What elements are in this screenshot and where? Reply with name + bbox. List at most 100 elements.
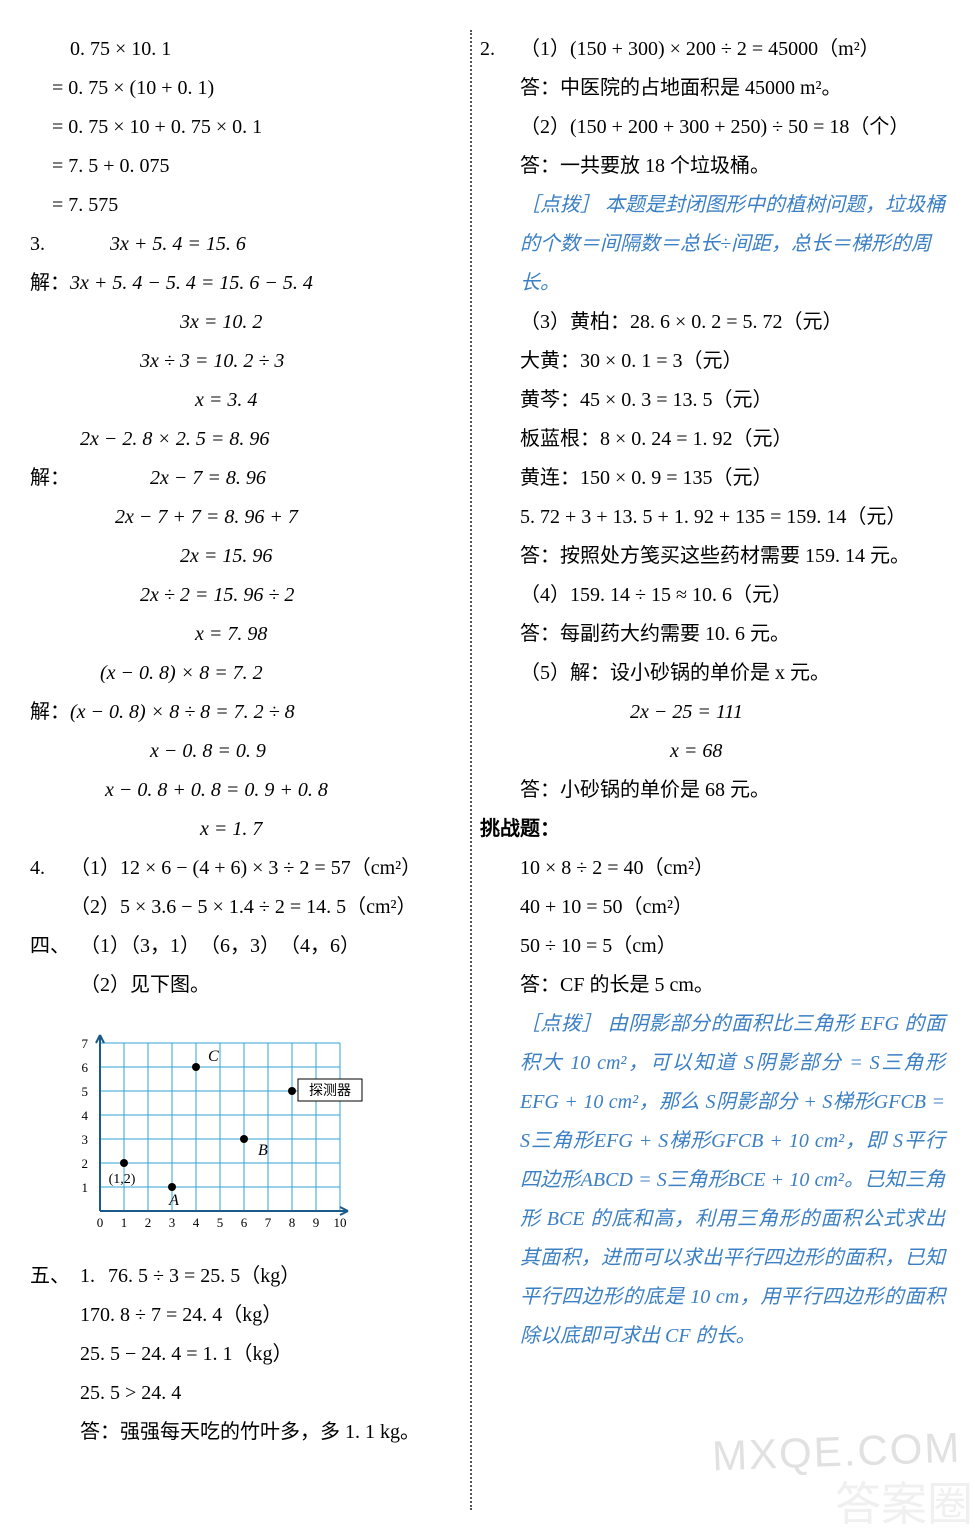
svg-text:1: 1	[121, 1215, 128, 1230]
right-column: 2. （1）(150 + 300) × 200 ÷ 2 = 45000（m²） …	[470, 0, 975, 1536]
q2-p5: （5）解：设小砂锅的单价是 x 元。	[480, 654, 945, 693]
grid-svg: 0123456789101234567ABC(1,2)探测器	[70, 1011, 370, 1241]
q3-eq2: 2x − 2. 8 × 2. 5 = 8. 96	[30, 420, 450, 459]
svg-text:10: 10	[334, 1215, 347, 1230]
q2-p3: （3）黄柏：28. 6 × 0. 2 = 5. 72（元）	[480, 303, 945, 342]
svg-text:9: 9	[313, 1215, 320, 1230]
calc-line: = 0. 75 × (10 + 0. 1)	[30, 69, 450, 108]
step: 2x ÷ 2 = 15. 96 ÷ 2	[30, 576, 450, 615]
q3-num: 3.	[30, 225, 70, 264]
sec5-num: 五、	[30, 1257, 80, 1296]
svg-text:C: C	[208, 1048, 219, 1065]
svg-text:7: 7	[82, 1036, 89, 1051]
q2-p3d: 板蓝根：8 × 0. 24 = 1. 92（元）	[480, 420, 945, 459]
q2-p3e: 黄连：150 × 0. 9 = 135（元）	[480, 459, 945, 498]
q3-eq3: (x − 0. 8) × 8 = 7. 2	[30, 654, 450, 693]
sec5-l3: 25. 5 − 24. 4 = 1. 1（kg）	[30, 1335, 450, 1374]
ch-l2: 40 + 10 = 50（cm²）	[480, 888, 945, 927]
page: 0. 75 × 10. 1 = 0. 75 × (10 + 0. 1) = 0.…	[0, 0, 975, 1536]
left-column: 0. 75 × 10. 1 = 0. 75 × (10 + 0. 1) = 0.…	[0, 0, 470, 1536]
svg-text:7: 7	[265, 1215, 272, 1230]
calc-line: 0. 75 × 10. 1	[30, 30, 450, 69]
ch-hint: ［点拨］ 由阴影部分的面积比三角形 EFG 的面积大 10 cm²，可以知道 S…	[480, 1005, 945, 1356]
q4-p2: （2）5 × 3.6 − 5 × 1.4 ÷ 2 = 14. 5（cm²）	[30, 888, 450, 927]
step: 2x − 7 + 7 = 8. 96 + 7	[30, 498, 450, 537]
sol-label: 解：	[30, 693, 70, 732]
svg-text:3: 3	[82, 1132, 89, 1147]
svg-text:1: 1	[82, 1180, 89, 1195]
q3-s1: 解： 3x + 5. 4 − 5. 4 = 15. 6 − 5. 4	[30, 264, 450, 303]
svg-text:探测器: 探测器	[309, 1083, 351, 1099]
svg-text:4: 4	[193, 1215, 200, 1230]
svg-text:3: 3	[169, 1215, 176, 1230]
sec4-p2: （2）见下图。	[30, 966, 450, 1005]
grid-figure: 0123456789101234567ABC(1,2)探测器	[70, 1011, 370, 1251]
q2-p3f: 5. 72 + 3 + 13. 5 + 1. 92 + 135 = 159. 1…	[480, 498, 945, 537]
sec5-l4: 25. 5 > 24. 4	[30, 1374, 450, 1413]
ch-l3: 50 ÷ 10 = 5（cm）	[480, 927, 945, 966]
column-divider	[470, 30, 472, 1510]
sec5-l1: 76. 5 ÷ 3 = 25. 5（kg）	[108, 1257, 450, 1296]
q3-header: 3. 3x + 5. 4 = 15. 6	[30, 225, 450, 264]
q2-p3c: 黄芩：45 × 0. 3 = 13. 5（元）	[480, 381, 945, 420]
svg-text:8: 8	[289, 1215, 296, 1230]
sol-label: 解：	[30, 459, 70, 498]
step: x − 0. 8 = 0. 9	[30, 732, 450, 771]
sec4: 四、 （1）（3，1） （6，3） （4，6）	[30, 927, 450, 966]
svg-text:2: 2	[145, 1215, 152, 1230]
q2-p1: （1）(150 + 300) × 200 ÷ 2 = 45000（m²）	[520, 30, 945, 69]
q3-s5: 解： 2x − 7 = 8. 96	[30, 459, 450, 498]
calc-line: = 0. 75 × 10 + 0. 75 × 0. 1	[30, 108, 450, 147]
hint-label: ［点拨］	[520, 1013, 602, 1035]
sec5: 五、 1. 76. 5 ÷ 3 = 25. 5（kg）	[30, 1257, 450, 1296]
q2-p2: （2）(150 + 200 + 300 + 250) ÷ 50 = 18（个）	[480, 108, 945, 147]
svg-text:A: A	[168, 1192, 179, 1209]
step: x = 3. 4	[30, 381, 450, 420]
calc-line: = 7. 575	[30, 186, 450, 225]
challenge-title: 挑战题：	[480, 810, 945, 849]
step: 3x ÷ 3 = 10. 2 ÷ 3	[30, 342, 450, 381]
svg-text:B: B	[258, 1142, 268, 1159]
q2: 2. （1）(150 + 300) × 200 ÷ 2 = 45000（m²）	[480, 30, 945, 69]
q3-s10: 解： (x − 0. 8) × 8 ÷ 8 = 7. 2 ÷ 8	[30, 693, 450, 732]
step: 3x = 10. 2	[30, 303, 450, 342]
svg-text:4: 4	[82, 1108, 89, 1123]
hint-label: ［点拨］	[520, 194, 600, 216]
svg-text:(1,2): (1,2)	[109, 1172, 136, 1187]
q2-a4: 答：每副药大约需要 10. 6 元。	[480, 615, 945, 654]
svg-text:5: 5	[82, 1084, 89, 1099]
sec4-p1: （1）（3，1） （6，3） （4，6）	[80, 927, 450, 966]
step: x − 0. 8 + 0. 8 = 0. 9 + 0. 8	[30, 771, 450, 810]
svg-text:2: 2	[82, 1156, 89, 1171]
q4-num: 4.	[30, 849, 70, 888]
step: x = 1. 7	[30, 810, 450, 849]
svg-text:0: 0	[97, 1215, 104, 1230]
sol-label: 解：	[30, 264, 70, 303]
q2-p5b: 2x − 25 = 111	[480, 693, 945, 732]
q2-p5c: x = 68	[480, 732, 945, 771]
step: 2x − 7 = 8. 96	[70, 459, 450, 498]
svg-text:5: 5	[217, 1215, 224, 1230]
sec5-q1num: 1.	[80, 1257, 108, 1296]
q2-a1: 答：中医院的占地面积是 45000 m²。	[480, 69, 945, 108]
svg-text:6: 6	[241, 1215, 248, 1230]
step: 2x = 15. 96	[30, 537, 450, 576]
ch-l1: 10 × 8 ÷ 2 = 40（cm²）	[480, 849, 945, 888]
step: x = 7. 98	[30, 615, 450, 654]
q2-hint1: ［点拨］ 本题是封闭图形中的植树问题，垃圾桶的个数＝间隔数＝总长÷间距，总长＝梯…	[480, 186, 945, 303]
sec5-l2: 170. 8 ÷ 7 = 24. 4（kg）	[30, 1296, 450, 1335]
q2-p3b: 大黄：30 × 0. 1 = 3（元）	[480, 342, 945, 381]
q3-eq1: 3x + 5. 4 = 15. 6	[70, 225, 450, 264]
ch-ans: 答：CF 的长是 5 cm。	[480, 966, 945, 1005]
sec5-ans: 答：强强每天吃的竹叶多，多 1. 1 kg。	[30, 1413, 450, 1452]
q2-num: 2.	[480, 30, 520, 69]
eq-text: 3x + 5. 4 = 15. 6	[110, 233, 246, 255]
q4-p1: （1）12 × 6 − (4 + 6) × 3 ÷ 2 = 57（cm²）	[70, 849, 450, 888]
hint-text: 由阴影部分的面积比三角形 EFG 的面积大 10 cm²，可以知道 S阴影部分 …	[520, 1013, 945, 1347]
q2-a2: 答：一共要放 18 个垃圾桶。	[480, 147, 945, 186]
q4: 4. （1）12 × 6 − (4 + 6) × 3 ÷ 2 = 57（cm²）	[30, 849, 450, 888]
q2-a5: 答：小砂锅的单价是 68 元。	[480, 771, 945, 810]
calc-line: = 7. 5 + 0. 075	[30, 147, 450, 186]
step: 3x + 5. 4 − 5. 4 = 15. 6 − 5. 4	[70, 264, 450, 303]
q2-p4: （4）159. 14 ÷ 15 ≈ 10. 6（元）	[480, 576, 945, 615]
